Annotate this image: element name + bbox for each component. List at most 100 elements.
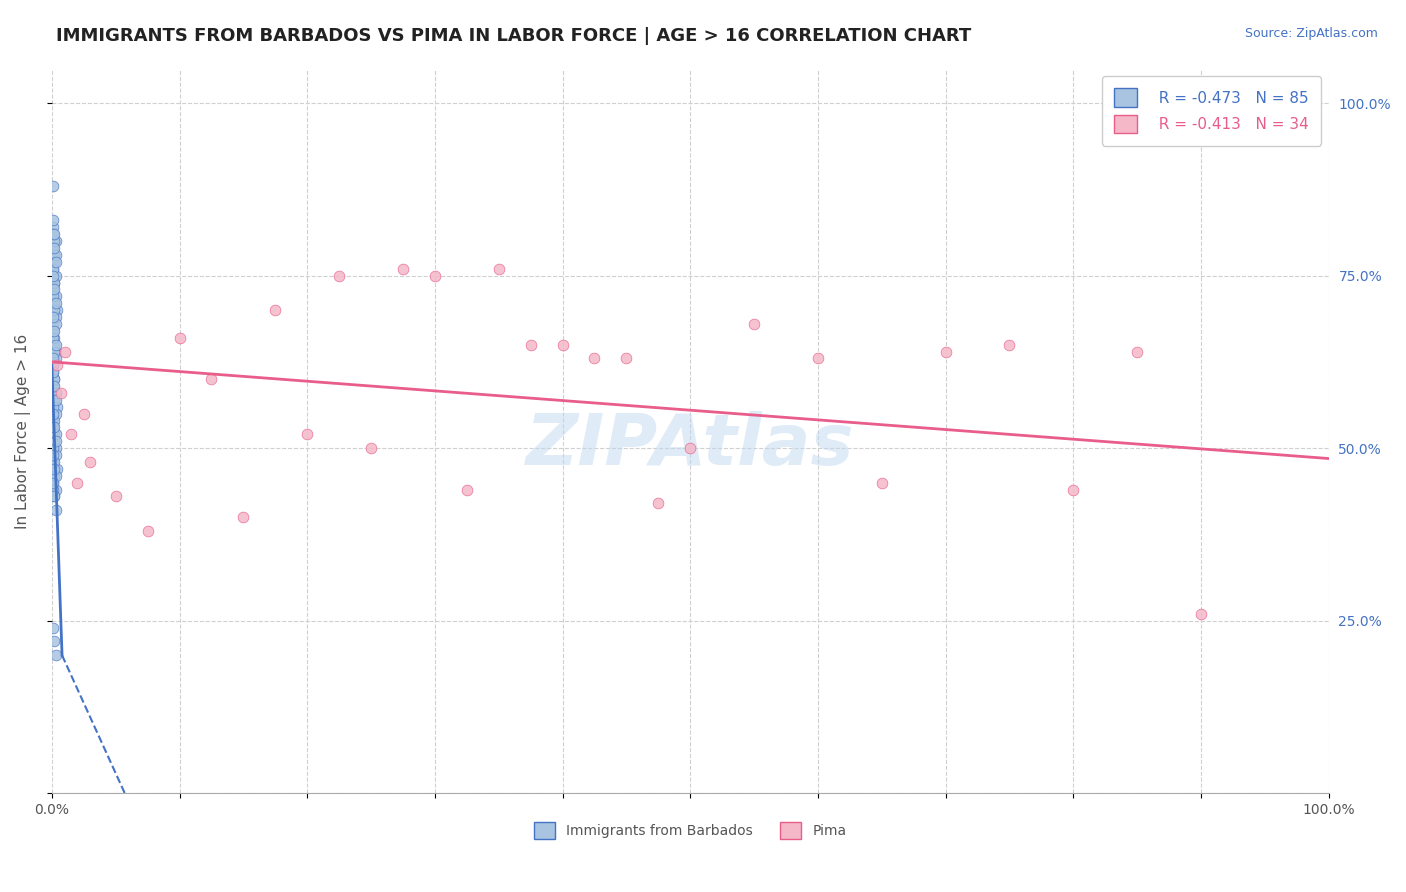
Point [44, 392, 66, 407]
Point [42, 379, 65, 393]
Point [45, 462, 67, 476]
Point [42, 448, 65, 462]
Point [42, 359, 65, 373]
Point [42, 261, 65, 276]
Point [44, 462, 66, 476]
Point [59, 427, 82, 442]
Point [42, 324, 65, 338]
Point [870, 475, 893, 490]
Point [42, 413, 65, 427]
Point [44, 282, 66, 296]
Point [44, 254, 66, 268]
Point [45, 234, 67, 248]
Point [66, 475, 89, 490]
Point [1062, 483, 1084, 497]
Point [42, 455, 65, 469]
Point [45, 303, 67, 318]
Text: IMMIGRANTS FROM BARBADOS VS PIMA IN LABOR FORCE | AGE > 16 CORRELATION CHART: IMMIGRANTS FROM BARBADOS VS PIMA IN LABO… [56, 27, 972, 45]
Point [45, 648, 67, 663]
Point [45, 337, 67, 351]
Point [392, 261, 415, 276]
Point [551, 337, 574, 351]
Point [456, 483, 478, 497]
Point [45, 427, 67, 442]
Point [45, 392, 67, 407]
Point [44, 434, 66, 449]
Text: ZIPAtlas: ZIPAtlas [526, 411, 855, 480]
Point [45, 400, 67, 414]
Point [44, 413, 66, 427]
Point [42, 400, 65, 414]
Legend: Immigrants from Barbados, Pima: Immigrants from Barbados, Pima [529, 816, 852, 845]
Point [44, 248, 66, 262]
Point [935, 344, 957, 359]
Point [44, 296, 66, 310]
Point [200, 372, 222, 386]
Point [45, 503, 67, 517]
Point [45, 317, 67, 331]
Point [42, 178, 65, 193]
Point [42, 365, 65, 379]
Point [45, 386, 67, 401]
Point [647, 496, 669, 510]
Point [42, 261, 65, 276]
Point [616, 351, 638, 366]
Point [49, 386, 72, 401]
Point [44, 276, 66, 290]
Point [45, 441, 67, 455]
Point [44, 490, 66, 504]
Point [42, 213, 65, 227]
Point [53, 344, 76, 359]
Point [45, 434, 67, 449]
Point [44, 420, 66, 434]
Point [42, 407, 65, 421]
Point [45, 448, 67, 462]
Point [519, 337, 541, 351]
Point [45, 248, 67, 262]
Point [328, 268, 350, 283]
Point [44, 490, 66, 504]
Point [42, 621, 65, 635]
Point [264, 303, 287, 318]
Point [423, 268, 446, 283]
Point [679, 441, 702, 455]
Point [104, 490, 127, 504]
Point [42, 483, 65, 497]
Point [45, 289, 67, 303]
Point [42, 441, 65, 455]
Point [488, 261, 510, 276]
Point [45, 407, 67, 421]
Point [44, 227, 66, 242]
Point [42, 268, 65, 283]
Point [44, 324, 66, 338]
Point [44, 468, 66, 483]
Point [45, 483, 67, 497]
Point [45, 344, 67, 359]
Point [42, 227, 65, 242]
Point [44, 331, 66, 345]
Point [42, 420, 65, 434]
Point [44, 241, 66, 255]
Point [45, 386, 67, 401]
Point [42, 475, 65, 490]
Point [44, 337, 66, 351]
Point [42, 241, 65, 255]
Point [45, 351, 67, 366]
Point [44, 634, 66, 648]
Y-axis label: In Labor Force | Age > 16: In Labor Force | Age > 16 [15, 334, 31, 529]
Point [45, 359, 67, 373]
Point [42, 331, 65, 345]
Point [44, 372, 66, 386]
Point [1189, 607, 1212, 621]
Point [807, 351, 830, 366]
Point [998, 337, 1021, 351]
Point [42, 289, 65, 303]
Point [45, 310, 67, 324]
Point [42, 351, 65, 366]
Point [583, 351, 606, 366]
Point [44, 276, 66, 290]
Text: Source: ZipAtlas.com: Source: ZipAtlas.com [1244, 27, 1378, 40]
Point [45, 468, 67, 483]
Point [44, 455, 66, 469]
Point [169, 331, 191, 345]
